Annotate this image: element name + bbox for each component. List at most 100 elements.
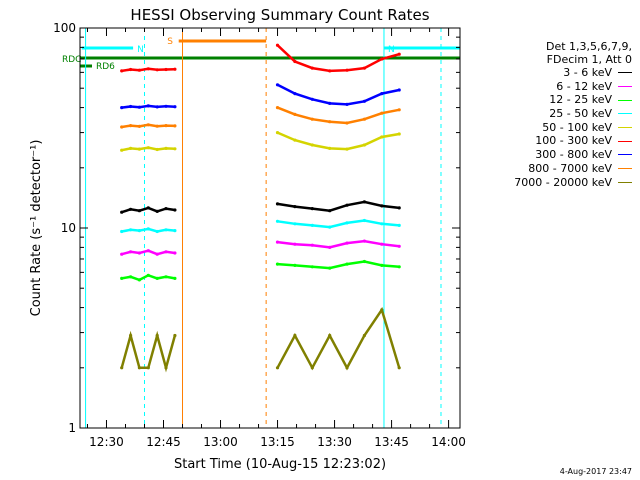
series-8-point (293, 333, 297, 338)
legend-entry-label: 50 - 100 keV (542, 120, 612, 134)
series-0-point (120, 210, 124, 214)
series-0-point (328, 209, 332, 213)
series-8-point (129, 333, 133, 338)
legend-entry-label: 800 - 7000 keV (528, 161, 612, 175)
saa-label: S (167, 37, 173, 47)
series-7-point (345, 121, 349, 125)
series-8-point (164, 366, 168, 370)
series-1-point (164, 250, 168, 254)
series-8-point (120, 366, 124, 370)
x-tick-label: 12:45 (146, 435, 181, 449)
series-0-point (397, 206, 401, 210)
legend-entry: 50 - 100 keV (470, 121, 632, 135)
series-8-point (362, 333, 366, 338)
series-0-point (146, 206, 150, 210)
series-6-point (345, 102, 349, 106)
series-4-point (129, 146, 133, 150)
series-7-segment-1 (277, 106, 400, 125)
series-6-point (137, 105, 141, 109)
series-1-point (380, 242, 384, 246)
series-3-point (293, 222, 297, 226)
series-3-point (328, 225, 332, 229)
series-1-point (120, 252, 124, 256)
legend-entry: 6 - 12 keV (470, 80, 632, 94)
x-tick-label: 13:15 (260, 435, 295, 449)
legend-entry-label: 300 - 800 keV (535, 148, 612, 162)
legend-entry-swatch (618, 168, 632, 170)
series-2-point (328, 266, 332, 270)
series-3-point (345, 221, 349, 225)
series-3-point (173, 229, 177, 233)
series-1-point (345, 241, 349, 245)
series-7-point (137, 124, 141, 128)
series-5-point (380, 57, 384, 61)
series-0-point (362, 200, 366, 204)
series-2-point (155, 276, 159, 280)
series-5-point (164, 67, 168, 72)
series-2-point (310, 265, 314, 269)
legend-entry-swatch (618, 154, 632, 156)
series-8-segment-1 (276, 306, 401, 371)
series-2-point (173, 276, 177, 280)
series-7-point (164, 124, 168, 128)
series-7-point (146, 123, 150, 127)
chart-title: HESSI Observing Summary Count Rates (130, 6, 429, 24)
legend-entry: 25 - 50 keV (470, 107, 632, 121)
series-1-point (173, 251, 177, 255)
series-5-point (362, 66, 366, 70)
series-3-point (275, 219, 280, 223)
series-1-point (328, 245, 332, 249)
series-1-point (310, 243, 314, 247)
y-tick-label: 10 (61, 221, 76, 235)
series-4-point (146, 146, 150, 150)
series-6-segment-1 (276, 83, 400, 106)
series-4-point (310, 143, 314, 147)
series-0-point (155, 209, 159, 213)
series-8-point (380, 308, 384, 312)
series-3-point (137, 229, 141, 233)
series-5-point (293, 59, 297, 64)
series-7-point (328, 120, 332, 124)
legend-entry: 100 - 300 keV (470, 134, 632, 148)
series-3-point (380, 222, 384, 226)
series-1-point (293, 242, 297, 246)
series-2-segment-1 (277, 260, 400, 270)
legend-entry-swatch (618, 181, 632, 183)
series-8-point (397, 366, 401, 370)
series-3-segment-1 (277, 219, 400, 229)
series-6-point (275, 83, 280, 87)
series-2-point (146, 273, 150, 277)
series-4-point (164, 146, 168, 150)
series-4-point (362, 143, 366, 147)
y-tick-label: 100 (53, 21, 76, 35)
series-2-point (129, 275, 133, 279)
series-0-point (293, 205, 297, 209)
x-tick-label: 13:30 (317, 435, 352, 449)
series-2-point (380, 263, 384, 267)
series-3-point (129, 228, 133, 232)
series-4-point (328, 146, 332, 150)
x-axis-label: Start Time (10-Aug-15 12:23:02) (174, 457, 386, 472)
series-1-point (137, 251, 141, 255)
series-6-point (293, 92, 297, 96)
y-tick-label: 1 (68, 421, 76, 435)
legend-entries: 3 - 6 keV 6 - 12 keV 12 - 25 keV 25 - 50 ke… (470, 66, 632, 189)
legend-entry: 7000 - 20000 keV (470, 176, 632, 190)
series-0-point (380, 204, 384, 208)
series-3-point (397, 223, 401, 227)
series-2-point (293, 263, 297, 267)
series-7-point (380, 111, 384, 115)
series-1-point (155, 252, 159, 256)
legend-entry-swatch (618, 72, 632, 74)
series-7-point (362, 117, 366, 121)
legend-entry-label: 25 - 50 keV (549, 107, 612, 121)
rdc-label: RDC (62, 55, 81, 65)
status-bands: N N S RDC RD6 (62, 28, 460, 428)
series-0-point (137, 209, 141, 213)
series-2-point (120, 276, 124, 280)
series-7-point (120, 125, 124, 129)
series-3-point (146, 227, 150, 231)
series-8-point (310, 366, 314, 370)
series-6-point (164, 104, 168, 108)
legend-header-detectors: Det 1,3,5,6,7,9, (545, 40, 632, 53)
